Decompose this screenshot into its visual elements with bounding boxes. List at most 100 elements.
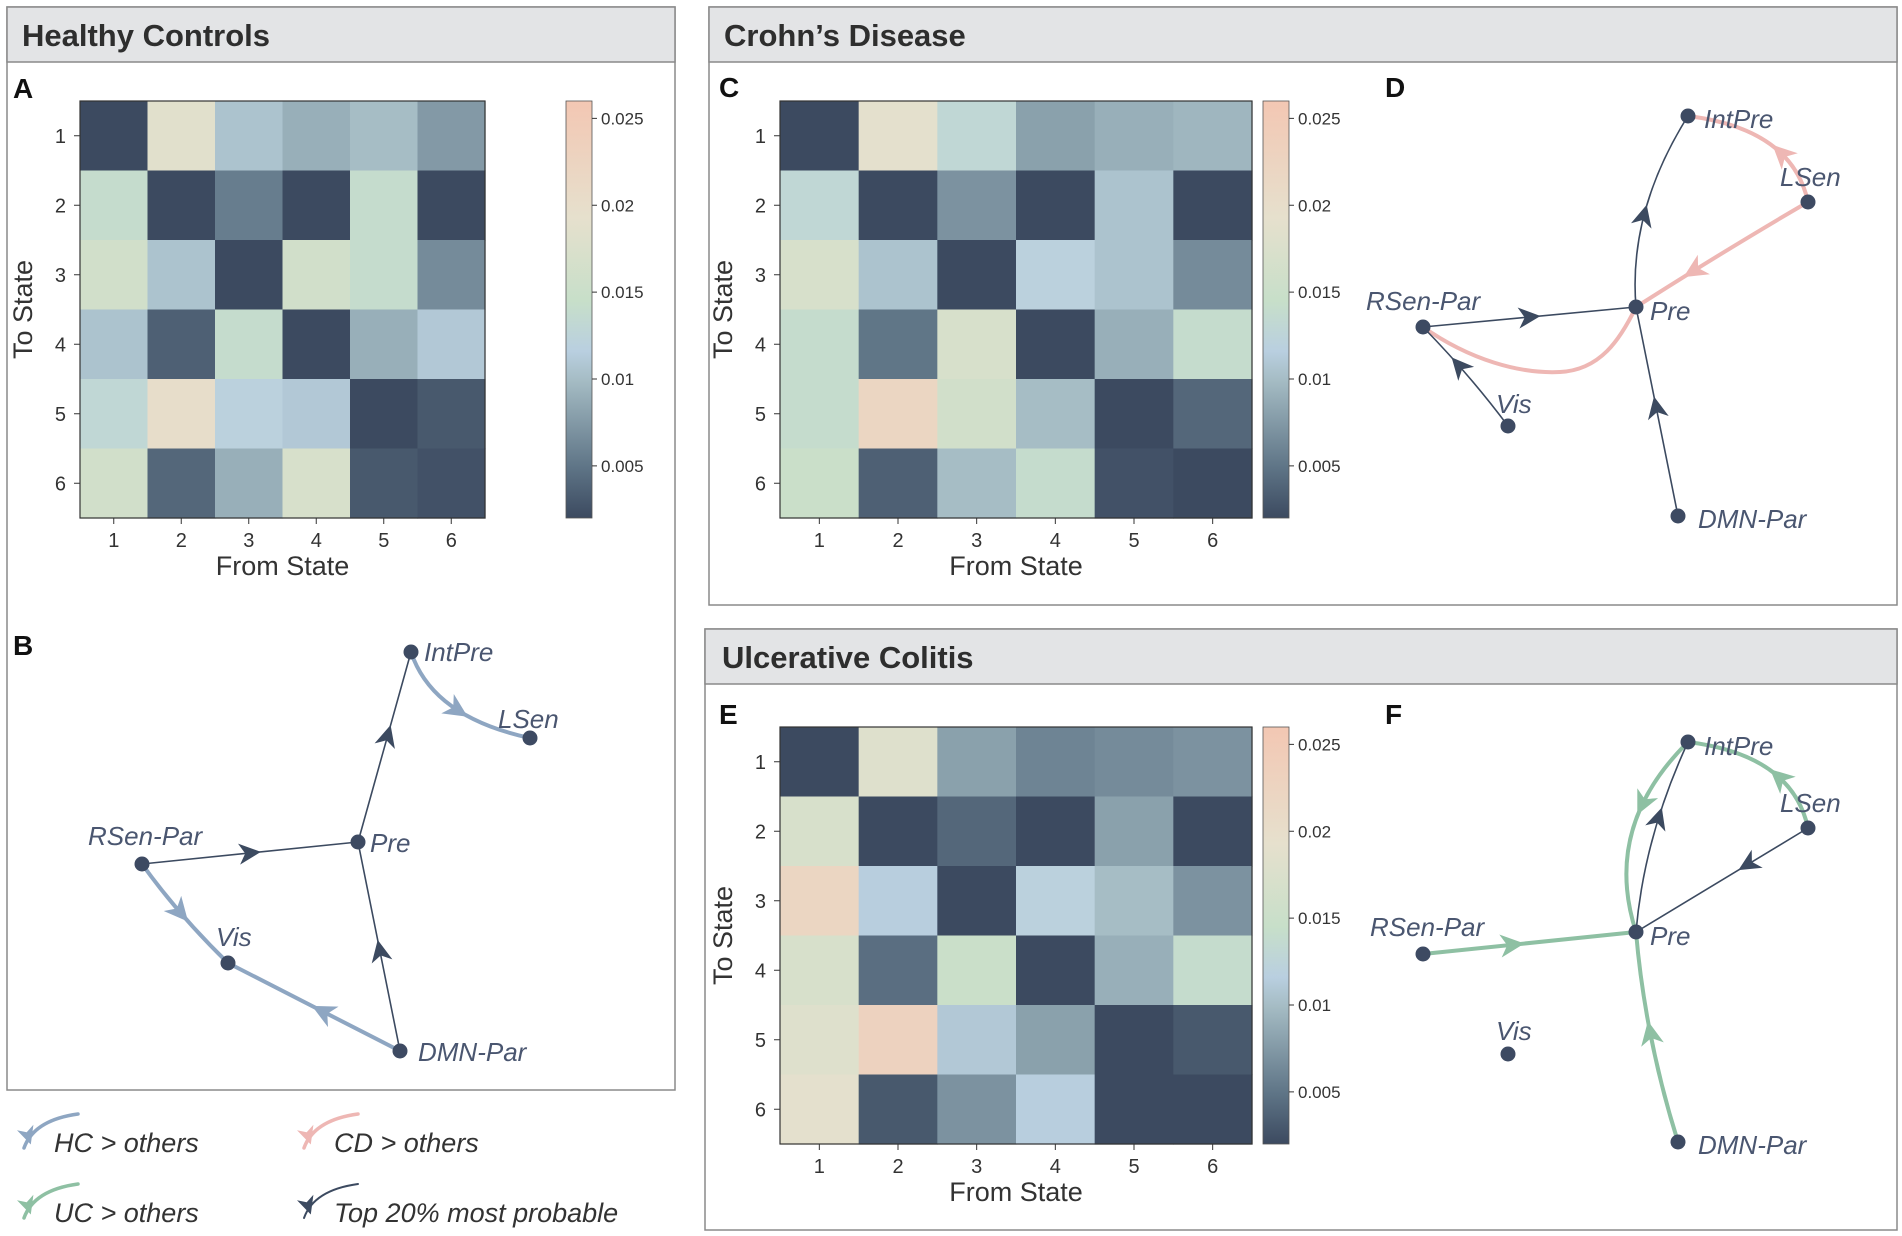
- heat-cell: [1173, 935, 1253, 1006]
- heat-cell: [937, 240, 1017, 311]
- node-label-rsen-par: RSen-Par: [1370, 912, 1485, 942]
- heat-cell: [1016, 309, 1096, 380]
- x-tick-label: 6: [1207, 1156, 1218, 1178]
- node-label-vis: Vis: [216, 922, 252, 952]
- y-tick-label: 2: [55, 195, 66, 217]
- node-dmn-par: [392, 1043, 408, 1059]
- node-label-lsen: LSen: [1780, 788, 1841, 818]
- node-label-dmn-par: DMN-Par: [418, 1037, 528, 1067]
- edge-rsenpar-pre-arrow: [1499, 934, 1525, 958]
- heatmap-a: 1 2 3 4 5 6 1 2 3 4 5 6 From State To State 0.005 0.01 0…: [8, 100, 644, 581]
- colorbar-tick-label: 0.015: [601, 283, 644, 302]
- edge-rsenpar-pre-arrow: [1517, 307, 1541, 329]
- node-label-pre: Pre: [1650, 296, 1690, 326]
- heat-cell: [858, 240, 938, 311]
- heat-cell: [350, 309, 419, 380]
- legend-swatch-arrow: [297, 1124, 314, 1145]
- x-tick-label: 6: [1207, 530, 1218, 552]
- heat-cell: [1173, 727, 1253, 798]
- node-intpre: [403, 644, 419, 660]
- colorbar-tick-label: 0.025: [601, 109, 644, 128]
- edge-intpre-lsen-arrow: [441, 694, 468, 717]
- heat-cell: [1094, 866, 1174, 937]
- x-axis-label: From State: [949, 551, 1083, 581]
- x-tick-label: 2: [892, 1156, 903, 1178]
- heat-cell: [1016, 1005, 1096, 1076]
- heat-cell: [937, 448, 1017, 519]
- heat-cell: [417, 101, 486, 172]
- node-label-pre: Pre: [370, 828, 410, 858]
- node-label-dmn-par: DMN-Par: [1698, 1130, 1808, 1160]
- heat-cell: [780, 796, 860, 867]
- y-tick-label: 4: [755, 334, 766, 356]
- legend-item-top20: Top 20% most probable: [297, 1183, 618, 1228]
- heat-cell: [858, 309, 938, 380]
- heat-cell: [282, 101, 351, 172]
- node-vis: [1500, 418, 1516, 434]
- group-header: [6, 6, 676, 63]
- colorbar-tick-label: 0.02: [1298, 822, 1331, 841]
- edge-intpre-lsen: [409, 650, 532, 740]
- heat-cell: [780, 448, 860, 519]
- edge-lsen-intpre: [1686, 114, 1810, 204]
- heat-cell: [1173, 170, 1253, 241]
- node-lsen: [1800, 820, 1816, 836]
- legend-swatch: [302, 1112, 360, 1150]
- legend-swatch-arrow: [17, 1194, 34, 1215]
- heat-cell: [858, 1074, 938, 1145]
- heat-cell: [1016, 796, 1096, 867]
- heat-cell: [1094, 796, 1174, 867]
- heat-cell: [215, 448, 284, 519]
- colorbar-tick-label: 0.025: [1298, 735, 1341, 754]
- edge-pre-intpre: [1635, 741, 1689, 933]
- group-healthy-controls: Healthy Controls A B 1 2 3 4 5 6 1 2 3 4 5 6 From St…: [6, 6, 676, 1091]
- heat-cell: [780, 1074, 860, 1145]
- y-tick-label: 1: [755, 126, 766, 148]
- heat-cell: [780, 240, 860, 311]
- node-pre: [350, 834, 366, 850]
- heat-cell: [417, 240, 486, 311]
- heat-cell: [937, 170, 1017, 241]
- heat-cell: [282, 240, 351, 311]
- heat-cell: [780, 727, 860, 798]
- node-label-dmn-par: DMN-Par: [1698, 504, 1808, 534]
- node-dmn-par: [1670, 508, 1686, 524]
- group-title: Crohn’s Disease: [724, 18, 966, 53]
- heat-cell: [1173, 448, 1253, 519]
- heat-cell: [937, 309, 1017, 380]
- y-tick-label: 4: [55, 334, 66, 356]
- heat-cell: [282, 309, 351, 380]
- heat-cell: [1173, 379, 1253, 450]
- legend-label: CD > others: [334, 1128, 479, 1158]
- heat-cell: [350, 448, 419, 519]
- x-tick-label: 3: [971, 1156, 982, 1178]
- x-tick-label: 3: [971, 530, 982, 552]
- y-tick-label: 2: [755, 195, 766, 217]
- node-label-intpre: IntPre: [1704, 731, 1773, 761]
- y-tick-label: 4: [755, 960, 766, 982]
- heat-cell: [215, 170, 284, 241]
- y-tick-label: 5: [55, 404, 66, 426]
- y-tick-label: 1: [55, 126, 66, 148]
- x-tick-label: 2: [176, 530, 187, 552]
- heat-cell: [215, 101, 284, 172]
- heat-cell: [80, 240, 149, 311]
- edge-dmnpar-pre-arrow: [1641, 1021, 1664, 1047]
- heat-cell: [80, 379, 149, 450]
- group-header: [708, 6, 1898, 63]
- colorbar-tick-label: 0.015: [1298, 283, 1341, 302]
- heat-cell: [1173, 101, 1253, 172]
- heat-cell: [147, 240, 216, 311]
- colorbar-tick-label: 0.005: [1298, 457, 1341, 476]
- node-intpre: [1680, 734, 1696, 750]
- x-tick-label: 1: [108, 530, 119, 552]
- heat-cell: [282, 448, 351, 519]
- heat-cell: [780, 866, 860, 937]
- heat-cell: [780, 935, 860, 1006]
- edge-dmnpar-pre-arrow: [1648, 396, 1669, 421]
- node-label-intpre: IntPre: [424, 637, 493, 667]
- heat-cell: [80, 309, 149, 380]
- node-vis: [220, 955, 236, 971]
- node-rsen-par: [134, 856, 150, 872]
- node-label-intpre: IntPre: [1704, 104, 1773, 134]
